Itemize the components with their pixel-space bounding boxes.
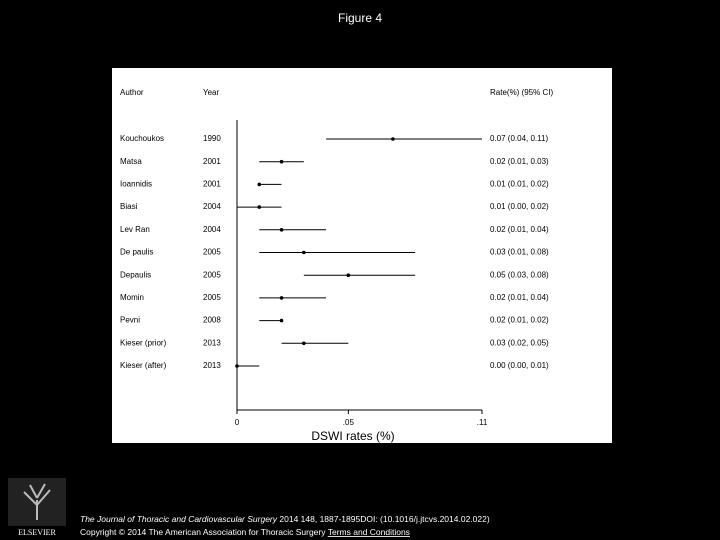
figure-title: Figure 4 [338, 11, 382, 25]
year-label: 2005 [203, 248, 221, 257]
author-label: Ioannidis [120, 180, 152, 189]
author-label: Biasi [120, 202, 138, 211]
point-estimate [235, 364, 239, 368]
rate-label: 0.07 (0.04, 0.11) [490, 134, 548, 143]
author-label: Lev Ran [120, 225, 150, 234]
author-label: De paulis [120, 248, 153, 257]
point-estimate [279, 228, 284, 232]
logo-branches [23, 483, 51, 520]
copyright: Copyright © 2014 The American Associatio… [80, 527, 410, 537]
rate-header: Rate(%) (95% CI) [490, 88, 553, 97]
point-estimate [346, 273, 351, 278]
point-estimate [257, 205, 262, 209]
year-label: 2013 [203, 338, 221, 347]
rate-label: 0.02 (0.01, 0.02) [490, 316, 549, 325]
rate-label: 0.05 (0.03, 0.08) [490, 270, 549, 279]
citation: The Journal of Thoracic and Cardiovascul… [80, 514, 490, 524]
author-header: Author [120, 88, 144, 97]
point-estimate [391, 137, 395, 141]
year-label: 2008 [203, 316, 221, 325]
author-label: Kieser (after) [120, 361, 167, 370]
citation-text: 2014 148, 1887-1895DOI: (10.1016/j.jtcvs… [279, 514, 489, 524]
year-label: 2001 [203, 180, 221, 189]
point-estimate [279, 159, 284, 164]
x-tick-label: .11 [477, 418, 488, 427]
point-estimate [302, 250, 306, 255]
rate-label: 0.02 (0.01, 0.04) [490, 225, 549, 234]
point-estimate [257, 182, 262, 187]
x-tick-label: 0 [235, 418, 240, 427]
author-label: Pevni [120, 316, 140, 325]
rate-label: 0.01 (0.00, 0.02) [490, 202, 549, 211]
author-label: Kouchoukos [120, 134, 164, 143]
x-axis-label: DSWI rates (%) [311, 429, 394, 443]
year-header: Year [203, 88, 220, 97]
point-estimate [279, 318, 284, 323]
author-label: Momin [120, 293, 144, 302]
terms-link[interactable]: Terms and Conditions [328, 527, 410, 537]
author-label: Matsa [120, 157, 142, 166]
rate-label: 0.03 (0.02, 0.05) [490, 338, 549, 347]
rate-label: 0.01 (0.01, 0.02) [490, 180, 549, 189]
point-estimate [279, 296, 284, 300]
elsevier-logo: ELSEVIER [8, 478, 66, 537]
rate-label: 0.02 (0.01, 0.04) [490, 293, 549, 302]
rate-label: 0.02 (0.01, 0.03) [490, 157, 549, 166]
author-label: Depaulis [120, 270, 151, 279]
figure-panel [112, 68, 612, 443]
rate-label: 0.00 (0.00, 0.01) [490, 361, 549, 370]
copyright-text: Copyright © 2014 The American Associatio… [80, 527, 326, 537]
author-label: Kieser (prior) [120, 338, 167, 347]
year-label: 2005 [203, 270, 221, 279]
rate-label: 0.03 (0.01, 0.08) [490, 248, 549, 257]
journal: The Journal of Thoracic and Cardiovascul… [80, 514, 278, 524]
x-tick-label: .05 [343, 418, 355, 427]
point-estimate [302, 341, 306, 346]
year-label: 1990 [203, 134, 221, 143]
logo-text: ELSEVIER [18, 528, 56, 537]
year-label: 2013 [203, 361, 221, 370]
year-label: 2004 [203, 225, 221, 234]
year-label: 2001 [203, 157, 221, 166]
year-label: 2004 [203, 202, 221, 211]
year-label: 2005 [203, 293, 221, 302]
